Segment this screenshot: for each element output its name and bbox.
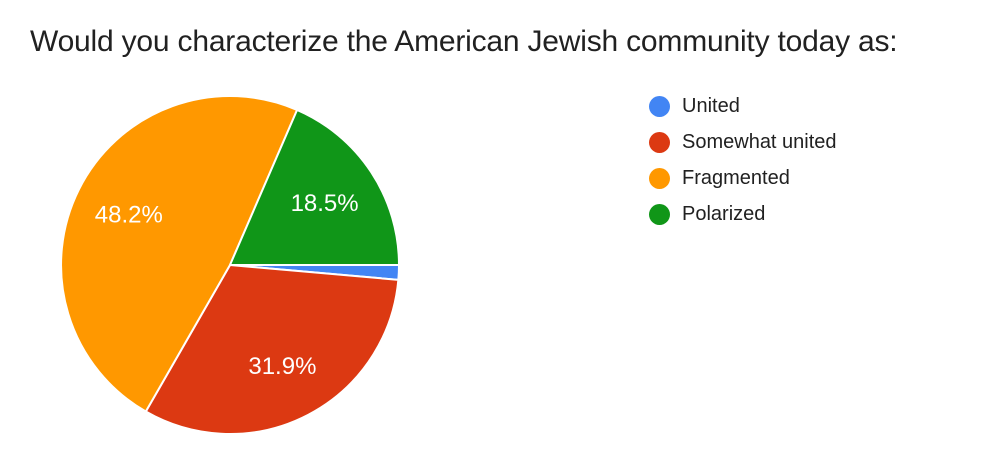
legend-item-united: United xyxy=(649,96,837,117)
legend-label: Polarized xyxy=(682,203,766,225)
pie-slice-polarized xyxy=(229,108,400,266)
legend-label: Fragmented xyxy=(682,167,790,189)
legend-item-polarized: Polarized xyxy=(649,204,837,225)
pie-slice-datalabel: 48.2% xyxy=(95,202,163,229)
legend-item-somewhat-united: Somewhat united xyxy=(649,132,837,153)
legend-item-fragmented: Fragmented xyxy=(649,168,837,189)
legend-label: Somewhat united xyxy=(682,131,837,153)
pie-slice-datalabel: 18.5% xyxy=(291,190,359,217)
legend-swatch-icon xyxy=(649,204,670,225)
legend-swatch-icon xyxy=(649,132,670,153)
legend-swatch-icon xyxy=(649,96,670,117)
pie-slice-somewhat-united xyxy=(144,264,400,435)
pie-slice-datalabel: 31.9% xyxy=(248,353,316,380)
pie-slice-fragmented xyxy=(60,95,299,413)
chart-legend: United Somewhat united Fragmented Polarized xyxy=(649,96,837,225)
legend-label: United xyxy=(682,95,740,117)
chart-title: Would you characterize the American Jewi… xyxy=(30,25,898,58)
legend-swatch-icon xyxy=(649,168,670,189)
